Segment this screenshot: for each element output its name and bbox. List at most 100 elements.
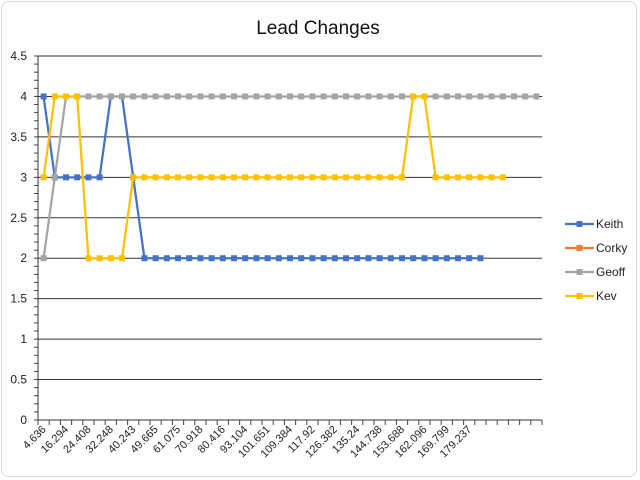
data-point-kev <box>107 255 114 262</box>
data-point-geoff <box>219 93 226 100</box>
series-kev <box>40 93 506 262</box>
data-point-kev <box>421 93 428 100</box>
data-point-geoff <box>130 93 137 100</box>
data-point-kev <box>376 174 383 181</box>
data-point-geoff <box>309 93 316 100</box>
data-point-keith <box>275 255 282 262</box>
data-point-kev <box>387 174 394 181</box>
data-point-geoff <box>354 93 361 100</box>
data-point-keith <box>455 255 461 262</box>
data-point-kev <box>488 174 495 181</box>
data-point-kev <box>253 174 260 181</box>
data-point-kev <box>163 174 170 181</box>
legend-swatch-marker <box>576 269 583 275</box>
y-tick-label: 2 <box>20 251 27 265</box>
data-point-keith <box>387 255 394 262</box>
data-point-keith <box>298 255 305 262</box>
data-point-geoff <box>488 93 495 100</box>
data-point-geoff <box>399 93 405 100</box>
data-point-geoff <box>231 93 237 100</box>
data-point-kev <box>477 174 484 181</box>
data-point-kev <box>130 174 137 181</box>
y-tick-label: 0 <box>20 413 27 427</box>
legend: Keith Corky Geoff Kev <box>565 217 627 303</box>
data-point-kev <box>96 255 103 262</box>
data-point-keith <box>477 255 484 262</box>
data-point-geoff <box>107 93 114 100</box>
data-point-kev <box>443 174 450 181</box>
y-tick-label: 1.5 <box>10 292 27 306</box>
data-point-geoff <box>152 93 159 100</box>
data-point-kev <box>399 174 405 181</box>
y-tick-label: 0.5 <box>10 373 27 387</box>
data-point-kev <box>499 174 506 181</box>
data-point-keith <box>376 255 383 262</box>
data-point-keith <box>242 255 249 262</box>
gridlines <box>38 55 542 381</box>
y-tick-label: 2.5 <box>10 211 27 225</box>
data-point-kev <box>186 174 193 181</box>
data-point-geoff <box>455 93 461 100</box>
data-point-geoff <box>443 93 450 100</box>
data-point-kev <box>466 174 473 181</box>
data-point-geoff <box>287 93 293 100</box>
axes: 00.511.522.533.544.54.63616.29424.40832.… <box>10 49 543 460</box>
data-point-geoff <box>208 93 215 100</box>
data-point-kev <box>343 174 349 181</box>
data-point-kev <box>242 174 249 181</box>
data-point-geoff <box>253 93 260 100</box>
data-point-keith <box>320 255 327 262</box>
data-point-keith <box>152 255 159 262</box>
legend-item-kev: Kev <box>565 289 617 303</box>
data-point-kev <box>40 174 47 181</box>
data-point-kev <box>432 174 439 181</box>
data-point-kev <box>410 93 417 100</box>
y-tick-label: 3 <box>20 170 27 184</box>
data-point-keith <box>141 255 148 262</box>
data-point-keith <box>74 174 81 181</box>
data-point-geoff <box>533 93 540 100</box>
chart-title: Lead Changes <box>256 18 380 39</box>
data-point-geoff <box>466 93 473 100</box>
data-point-geoff <box>175 93 181 100</box>
data-point-kev <box>309 174 316 181</box>
data-point-kev <box>287 174 293 181</box>
data-point-keith <box>466 255 473 262</box>
series-geoff <box>40 93 540 262</box>
data-point-kev <box>85 255 92 262</box>
series-layer <box>40 93 540 262</box>
legend-label: Kev <box>596 289 617 303</box>
data-point-geoff <box>365 93 372 100</box>
data-point-keith <box>343 255 349 262</box>
y-tick-label: 4 <box>20 89 27 103</box>
data-point-geoff <box>522 93 529 100</box>
legend-label: Corky <box>596 241 627 255</box>
data-point-keith <box>309 255 316 262</box>
data-point-geoff <box>40 255 47 262</box>
data-point-keith <box>331 255 338 262</box>
data-point-keith <box>219 255 226 262</box>
data-point-kev <box>51 93 58 100</box>
data-point-kev <box>264 174 271 181</box>
data-point-keith <box>410 255 417 262</box>
data-point-keith <box>63 174 69 181</box>
data-point-keith <box>197 255 204 262</box>
data-point-geoff <box>242 93 249 100</box>
data-point-geoff <box>320 93 327 100</box>
data-point-keith <box>287 255 293 262</box>
data-point-geoff <box>197 93 204 100</box>
data-point-kev <box>208 174 215 181</box>
data-point-kev <box>119 255 125 262</box>
data-point-geoff <box>264 93 271 100</box>
data-point-geoff <box>432 93 439 100</box>
data-point-kev <box>63 93 69 100</box>
legend-item-keith: Keith <box>565 217 623 231</box>
data-point-kev <box>219 174 226 181</box>
data-point-kev <box>197 174 204 181</box>
legend-swatch-marker <box>576 293 583 299</box>
data-point-keith <box>40 93 47 100</box>
legend-swatch-marker <box>576 245 583 251</box>
data-point-kev <box>152 174 159 181</box>
data-point-geoff <box>163 93 170 100</box>
